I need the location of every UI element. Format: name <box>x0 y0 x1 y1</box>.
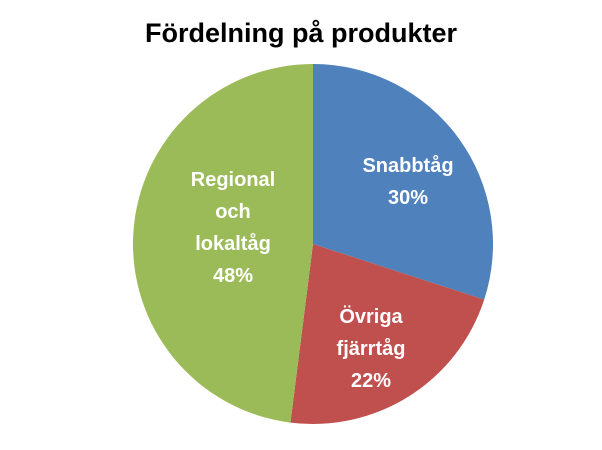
pie-slice-1 <box>313 64 494 300</box>
slice-value-label: 22% <box>351 370 391 392</box>
pie-slices <box>132 64 494 425</box>
chart-title: Fördelning på produkter <box>144 18 457 48</box>
pie-slice-3 <box>132 64 313 423</box>
slice-name-line: lokaltåg <box>195 232 271 255</box>
slice-name-line: fjärrtåg <box>337 337 406 360</box>
slice-name-line: Regional <box>191 169 275 191</box>
slice-label-3: Regional och lokaltåg 48% <box>191 169 275 287</box>
slice-value-label: 30% <box>388 187 428 209</box>
pie-slice-2 <box>290 244 485 425</box>
slice-label-2: Övriga fjärrtåg 22% <box>337 305 406 392</box>
slice-value-label: 48% <box>213 265 253 287</box>
pie-labels: Snabbtåg 30% Övriga fjärrtåg 22% Regional och l… <box>191 154 454 392</box>
slice-name-line: Övriga <box>339 305 403 328</box>
slice-name-line: och <box>215 201 251 223</box>
slice-label-1: Snabbtåg 30% <box>362 154 453 209</box>
slice-name-line: Snabbtåg <box>362 154 453 177</box>
